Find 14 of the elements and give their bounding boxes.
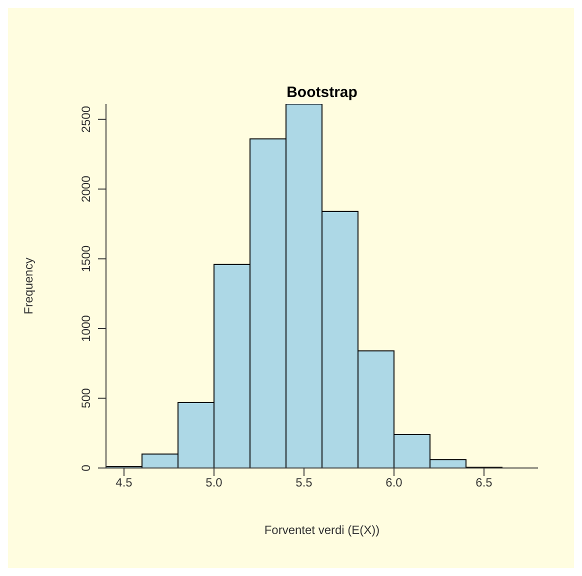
y-tick-label: 1000 bbox=[79, 314, 93, 342]
y-axis-title: Frequency bbox=[21, 258, 36, 314]
x-tick-label: 6.0 bbox=[386, 476, 403, 490]
y-tick-label: 500 bbox=[79, 388, 93, 408]
y-tick-label: 0 bbox=[79, 464, 93, 472]
x-tick-label: 4.5 bbox=[116, 476, 133, 490]
y-tick-label: 2500 bbox=[79, 106, 93, 133]
chart-title: Bootstrap bbox=[286, 84, 358, 101]
x-tick-label: 6.5 bbox=[476, 476, 493, 490]
y-tick-label: 2000 bbox=[79, 175, 93, 202]
y-tick-label: 1500 bbox=[79, 245, 93, 272]
x-tick-label: 5.0 bbox=[206, 476, 223, 490]
x-axis-title: Forventet verdi (E(X)) bbox=[264, 523, 380, 537]
x-tick-label: 5.5 bbox=[296, 476, 313, 490]
